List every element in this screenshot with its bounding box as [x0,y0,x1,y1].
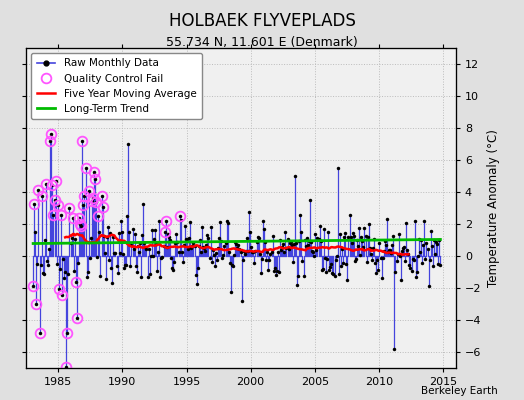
Y-axis label: Temperature Anomaly (°C): Temperature Anomaly (°C) [487,129,500,287]
Legend: Raw Monthly Data, Quality Control Fail, Five Year Moving Average, Long-Term Tren: Raw Monthly Data, Quality Control Fail, … [31,53,202,119]
Text: Berkeley Earth: Berkeley Earth [421,386,498,396]
Text: HOLBAEK FLYVEPLADS: HOLBAEK FLYVEPLADS [169,12,355,30]
Text: 55.734 N, 11.601 E (Denmark): 55.734 N, 11.601 E (Denmark) [166,36,358,49]
